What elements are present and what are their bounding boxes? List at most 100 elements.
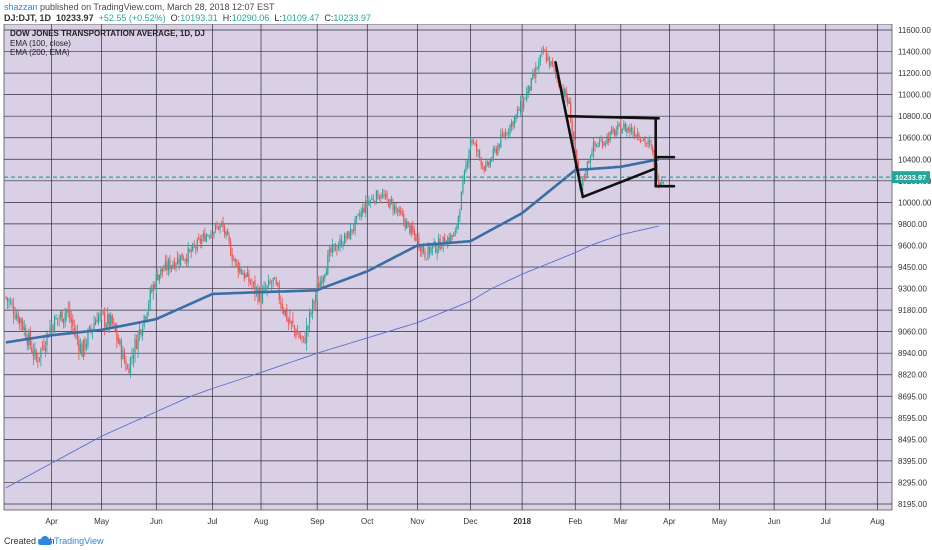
candle-body bbox=[652, 146, 654, 152]
candle-body bbox=[175, 263, 177, 267]
candle-body bbox=[392, 202, 394, 211]
candle-body bbox=[406, 222, 408, 229]
candle-body bbox=[43, 345, 45, 350]
candle-body bbox=[205, 235, 207, 242]
candle-body bbox=[85, 344, 88, 348]
candle-body bbox=[16, 315, 18, 319]
candle-body bbox=[325, 271, 327, 276]
candle-body bbox=[394, 205, 396, 213]
candle-body bbox=[78, 339, 80, 352]
candle-body bbox=[359, 214, 361, 216]
candle-body bbox=[454, 230, 456, 233]
candle-body bbox=[466, 162, 469, 167]
candle-body bbox=[532, 74, 534, 79]
price-chart[interactable]: 11600.00 11400.00 11200.00 11000.00 10800.00… bbox=[0, 23, 932, 532]
candle-body bbox=[57, 318, 59, 320]
y-tick-label: 8495.00 bbox=[898, 435, 927, 444]
candle-body bbox=[88, 326, 91, 331]
candle-body bbox=[431, 244, 434, 249]
candle-body bbox=[400, 210, 402, 214]
candle-body bbox=[286, 307, 288, 321]
candle-body bbox=[105, 324, 107, 328]
candle-body bbox=[53, 316, 56, 333]
candle-body bbox=[142, 328, 144, 336]
candle-body bbox=[441, 247, 443, 249]
candle-body bbox=[585, 173, 587, 176]
candle-body bbox=[547, 57, 549, 61]
candle-body bbox=[369, 200, 371, 203]
candle-body bbox=[322, 277, 324, 282]
candle-body bbox=[661, 181, 663, 183]
candle-body bbox=[90, 327, 92, 331]
candle-body bbox=[179, 255, 182, 266]
candle-body bbox=[299, 336, 302, 339]
candle-body bbox=[155, 274, 157, 288]
x-tick-label: Jul bbox=[207, 517, 217, 526]
candles-group bbox=[5, 45, 664, 378]
low-value: 10109.47 bbox=[281, 13, 320, 23]
candle-body bbox=[463, 171, 466, 183]
change-value: +52.55 (+0.52%) bbox=[98, 13, 166, 23]
candle-body bbox=[316, 283, 318, 293]
candle-body bbox=[34, 348, 36, 355]
candle-body bbox=[201, 238, 203, 244]
candle-body bbox=[87, 331, 89, 346]
candle-body bbox=[553, 65, 555, 67]
candle-body bbox=[160, 268, 162, 276]
candle-body bbox=[592, 142, 595, 153]
candle-body bbox=[457, 216, 459, 228]
candle-body bbox=[305, 326, 308, 343]
candle-body bbox=[624, 123, 626, 132]
candle-body bbox=[366, 200, 368, 204]
candle-body bbox=[424, 250, 426, 258]
candle-body bbox=[494, 148, 496, 150]
candle-body bbox=[334, 243, 337, 251]
y-tick-label: 11600.00 bbox=[898, 26, 931, 35]
candle-body bbox=[312, 299, 314, 313]
candle-body bbox=[459, 211, 461, 218]
candle-body bbox=[533, 73, 535, 76]
candle-body bbox=[184, 259, 186, 261]
y-tick-label: 8395.00 bbox=[898, 457, 927, 466]
candle-body bbox=[125, 360, 127, 370]
candle-body bbox=[416, 237, 418, 241]
candle-body bbox=[211, 234, 214, 236]
candle-body bbox=[151, 290, 153, 292]
candle-body bbox=[471, 139, 473, 143]
candle-body bbox=[565, 88, 567, 99]
candle-body bbox=[460, 191, 462, 211]
candle-body bbox=[293, 325, 296, 330]
candle-body bbox=[243, 272, 245, 279]
candle-body bbox=[248, 273, 250, 282]
candle-body bbox=[170, 265, 173, 269]
candle-body bbox=[313, 302, 315, 304]
y-tick-label: 11400.00 bbox=[898, 48, 931, 57]
candle-body bbox=[527, 85, 529, 94]
last-price-tag bbox=[892, 171, 930, 184]
x-tick-label: Mar bbox=[614, 517, 628, 526]
candle-body bbox=[318, 283, 320, 289]
candle-body bbox=[337, 245, 340, 249]
candle-body bbox=[129, 357, 132, 376]
candle-body bbox=[195, 246, 197, 248]
candle-body bbox=[538, 61, 540, 69]
candle-body bbox=[582, 176, 584, 186]
author-link[interactable]: shazzan bbox=[4, 2, 38, 12]
candle-body bbox=[81, 344, 83, 357]
candle-body bbox=[163, 270, 165, 272]
candle-body bbox=[61, 309, 63, 322]
y-tick-label: 8940.00 bbox=[898, 349, 927, 358]
y-tick-label: 9450.00 bbox=[898, 263, 927, 272]
candle-body bbox=[448, 236, 450, 242]
candle-body bbox=[539, 54, 541, 62]
candle-body bbox=[642, 138, 645, 140]
y-tick-label: 10600.00 bbox=[898, 134, 932, 143]
candle-body bbox=[635, 134, 637, 137]
published-text: published on TradingView.com, March 28, … bbox=[37, 2, 275, 12]
candle-body bbox=[307, 325, 309, 329]
tradingview-brand[interactable]: TradingView bbox=[54, 536, 104, 546]
chart-area[interactable]: 11600.00 11400.00 11200.00 11000.00 10800.00… bbox=[0, 23, 932, 532]
candle-body bbox=[623, 123, 625, 129]
candle-body bbox=[289, 318, 291, 324]
candle-body bbox=[488, 162, 490, 165]
